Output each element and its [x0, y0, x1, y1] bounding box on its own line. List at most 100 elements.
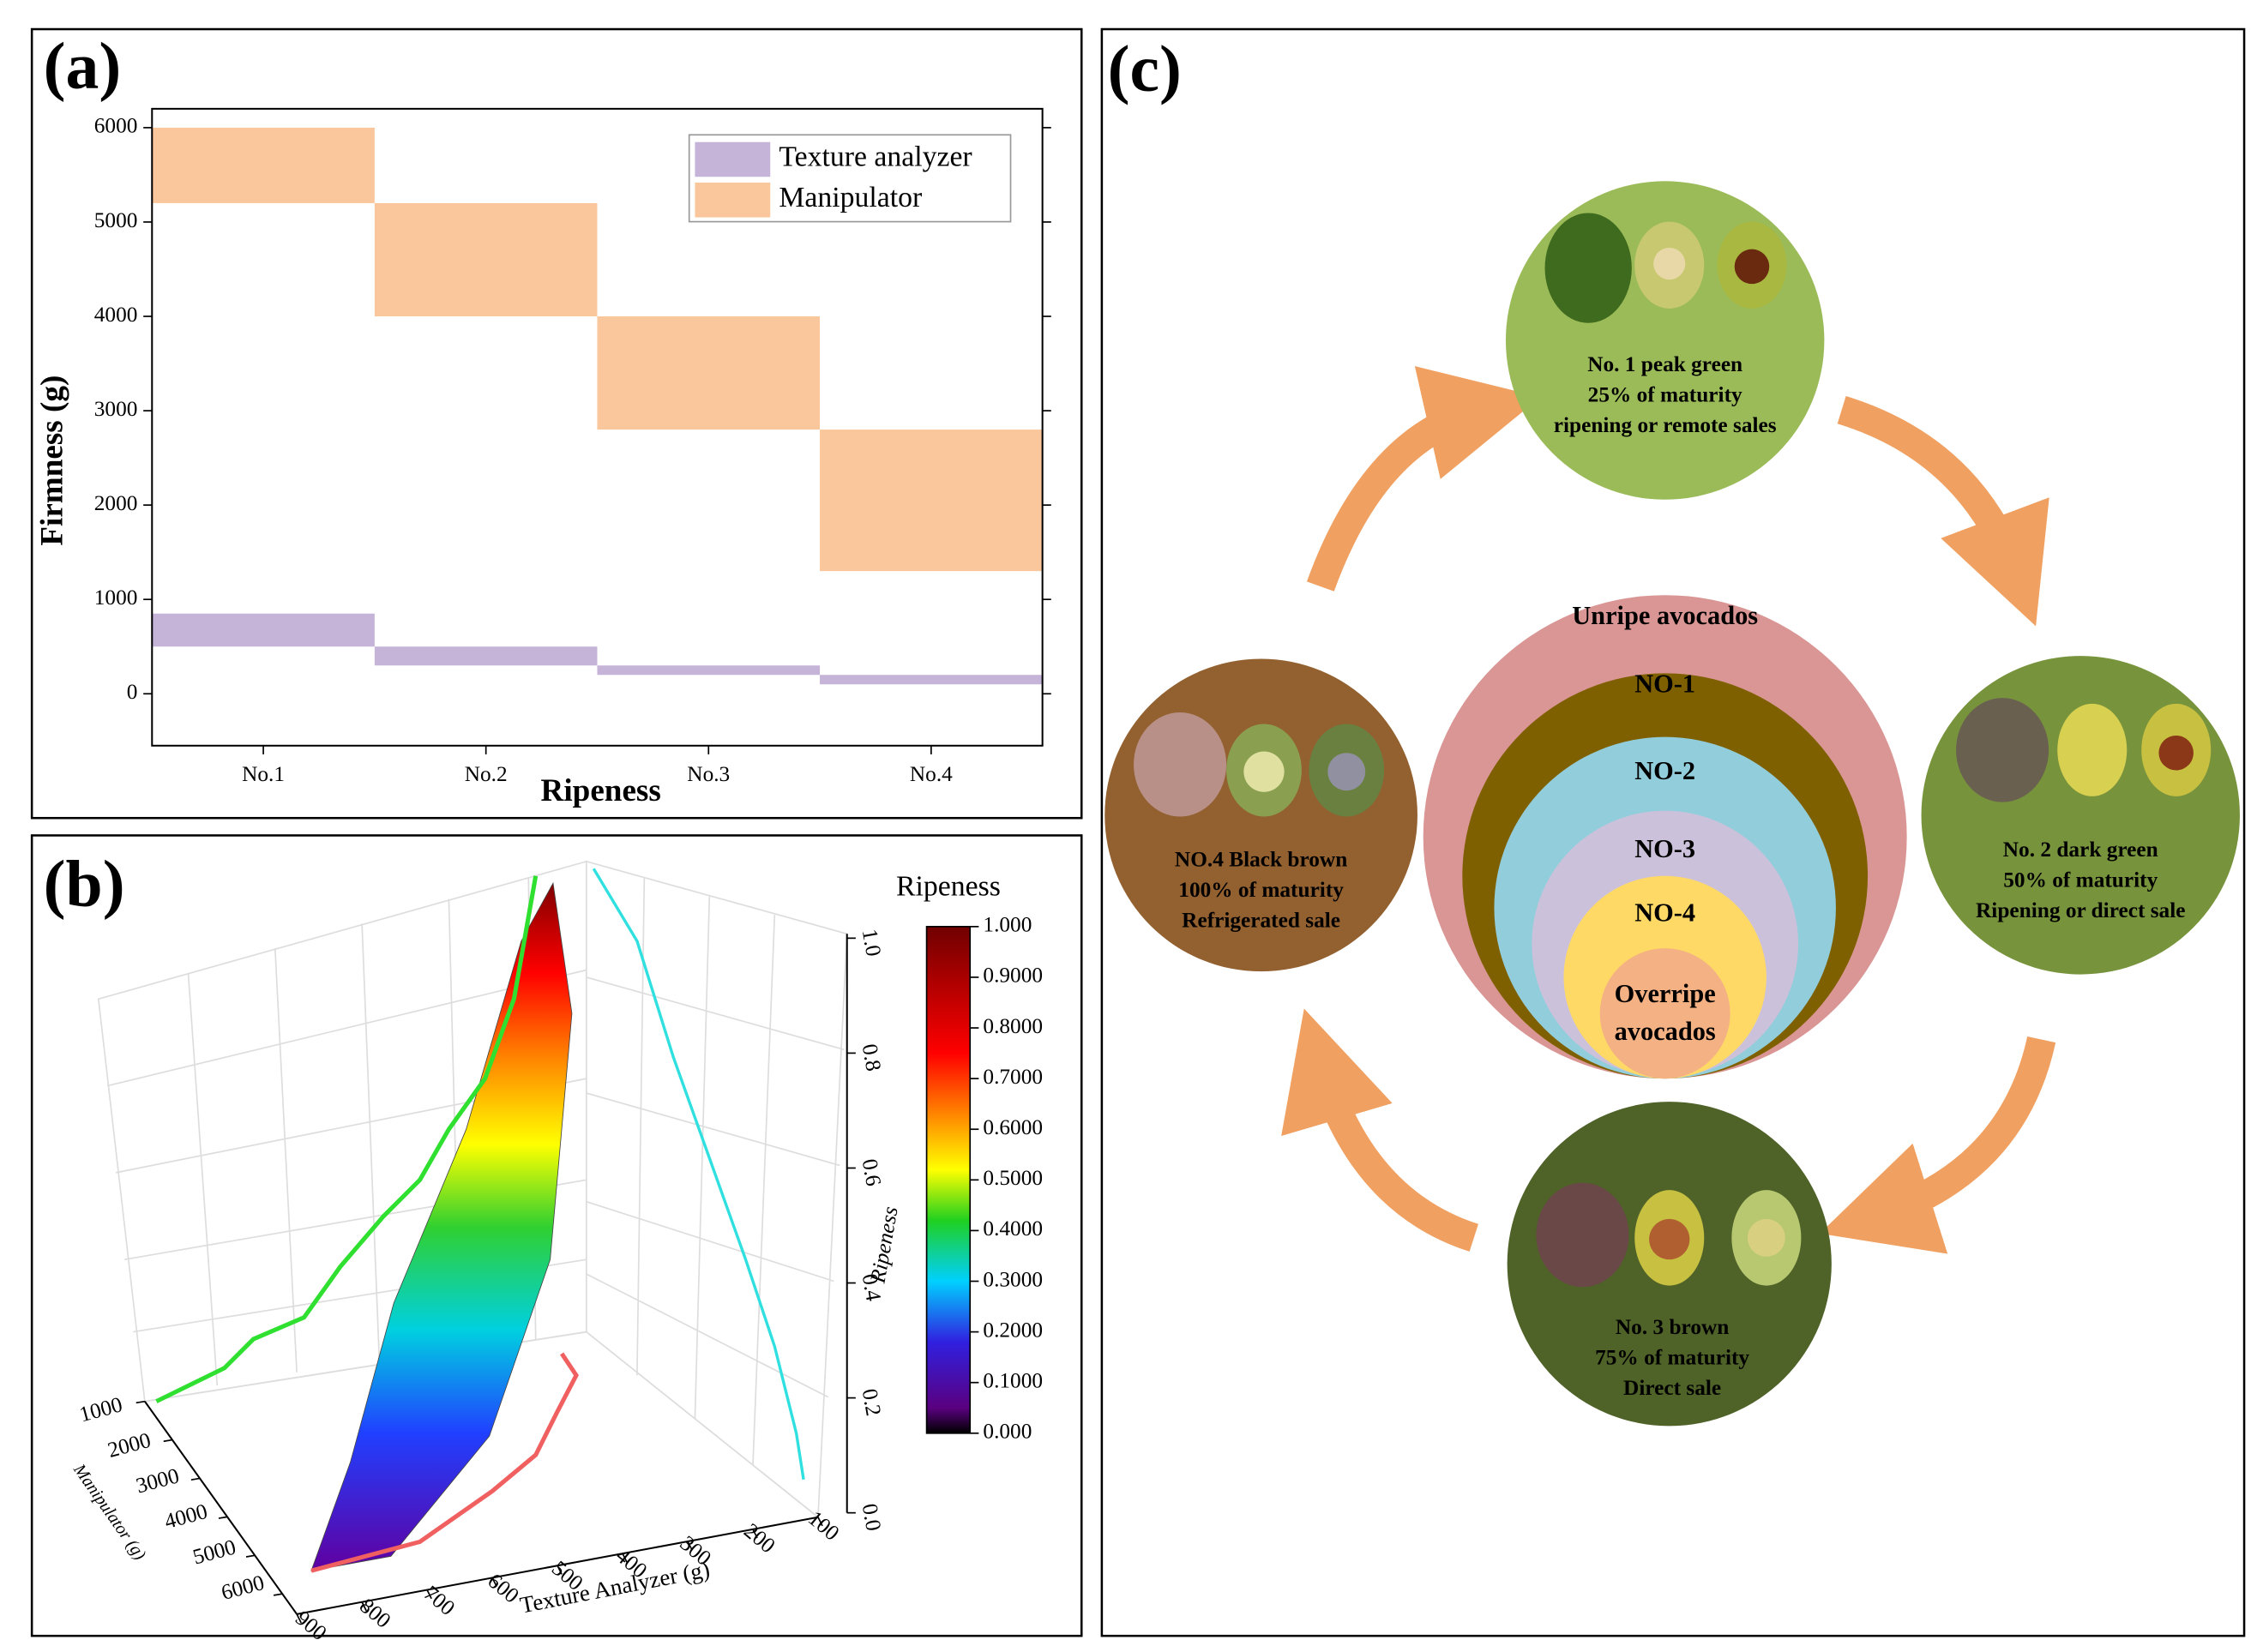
y-tick-label: 0	[127, 680, 138, 704]
stage-text: NO.4 Black brown	[1175, 848, 1347, 872]
y-tick	[218, 1516, 228, 1519]
y-tick-label: 1000	[94, 586, 138, 610]
projection-curve	[155, 875, 539, 1403]
y-tick	[135, 1400, 145, 1404]
z-tick-label: 0.0	[858, 1502, 886, 1533]
y-tick-label: 2000	[94, 491, 138, 515]
panel-frame	[30, 27, 1083, 820]
bar	[820, 675, 1043, 685]
bar	[820, 430, 1043, 572]
avocado-photos	[1134, 213, 2212, 1288]
stage-text: No. 2 dark green	[2003, 838, 2158, 862]
x-tick	[426, 1589, 432, 1600]
stage-text: Direct sale	[1623, 1376, 1721, 1400]
stage-text: 25% of maturity	[1588, 383, 1742, 407]
ring-label: Overripe avocados	[1615, 979, 1716, 1046]
z-tick-label: 0.6	[858, 1157, 886, 1188]
x-tick-label: No.3	[687, 762, 730, 786]
colorbar-tick-label: 0.8000	[983, 1014, 1043, 1038]
colorbar-tick-label: 0.9000	[983, 964, 1043, 988]
x-tick-label: 800	[355, 1594, 395, 1633]
y-tick-label: 4000	[162, 1499, 210, 1534]
panel-frame	[30, 834, 1083, 1637]
legend-swatch	[695, 182, 771, 218]
x-tick-label: No.1	[242, 762, 285, 786]
arrows	[1281, 366, 2056, 1254]
surface	[310, 881, 573, 1571]
stage-text: 100% of maturity	[1178, 878, 1344, 902]
ring-label: Unripe avocados	[1572, 601, 1758, 630]
projection-curve	[310, 1352, 579, 1573]
bar	[374, 646, 598, 666]
x-tick-label: 900	[291, 1606, 331, 1645]
y-axis-title: Firmness (g)	[35, 375, 70, 546]
z-tick-label: 1.0	[858, 928, 886, 958]
x-tick-label: 600	[483, 1569, 523, 1608]
x-tick	[557, 1565, 563, 1575]
legend-label: Texture analyzer	[779, 141, 972, 173]
bar	[374, 202, 598, 317]
colorbar-title: Ripeness	[896, 871, 1001, 903]
ring-label: NO-4	[1634, 898, 1695, 927]
plot-frame	[151, 107, 1044, 747]
colorbar-tick-label: 0.2000	[983, 1318, 1043, 1342]
stage-text: No. 1 peak green	[1587, 352, 1742, 376]
legend-swatch	[695, 141, 771, 177]
stage-text: No. 3 brown	[1616, 1315, 1729, 1339]
colorbar-tick-label: 0.4000	[983, 1216, 1043, 1241]
panel-label: (a)	[44, 29, 122, 103]
colorbar-tick-label: 0.6000	[983, 1115, 1043, 1139]
x-tick	[296, 1613, 302, 1624]
x-axis-title: Ripeness	[541, 773, 661, 808]
x-tick-label: No.2	[465, 762, 508, 786]
x-tick	[817, 1517, 823, 1527]
x-tick-label: No.4	[910, 762, 953, 786]
colorbar-tick-label: 0.000	[983, 1420, 1032, 1444]
bar	[597, 316, 821, 430]
colorbar-tick-label: 1.000	[983, 913, 1032, 937]
z-tick-label: 0.4	[858, 1272, 886, 1303]
y-tick-label: 5000	[94, 208, 138, 232]
colorbar-tick-label: 0.3000	[983, 1267, 1043, 1291]
bar	[152, 127, 375, 203]
y-tick	[163, 1439, 173, 1443]
z-tick-label: 0.2	[858, 1387, 886, 1418]
z-tick-label: 0.8	[858, 1042, 886, 1073]
panel-frame	[1100, 27, 2246, 1637]
colorbar-tick-label: 0.5000	[983, 1166, 1043, 1190]
ring-label: NO-3	[1634, 834, 1695, 863]
colorbar-tick-label: 0.7000	[983, 1065, 1043, 1089]
stage-text: Ripening or direct sale	[1976, 898, 2185, 922]
bar	[597, 665, 821, 676]
x-tick	[622, 1553, 628, 1563]
ring-label: NO-2	[1634, 756, 1695, 785]
y-tick-label: 6000	[219, 1571, 267, 1605]
stage-text: ripening or remote sales	[1554, 413, 1777, 437]
projection-curve	[592, 868, 805, 1481]
y-tick-label: 1000	[77, 1392, 125, 1427]
bar	[152, 613, 375, 647]
stage-text: 50% of maturity	[2003, 868, 2158, 892]
y-tick-label: 3000	[94, 397, 138, 421]
x-tick	[491, 1577, 497, 1587]
legend-label: Manipulator	[779, 182, 922, 213]
y-tick-label: 4000	[94, 303, 138, 327]
panel-label: (b)	[44, 846, 125, 920]
x-tick-label: 100	[803, 1506, 844, 1546]
y-tick	[273, 1593, 283, 1596]
y-tick	[245, 1554, 256, 1558]
stage-text: 75% of maturity	[1595, 1345, 1749, 1369]
z-axis-title: Ripeness	[865, 1204, 902, 1286]
colorbar	[925, 926, 972, 1434]
colorbar-tick-label: 0.1000	[983, 1369, 1043, 1393]
stage-circle	[1921, 656, 2240, 975]
x-tick	[361, 1601, 367, 1612]
y-tick-label: 3000	[134, 1463, 182, 1498]
x-tick-label: 700	[419, 1581, 460, 1620]
x-tick	[687, 1541, 693, 1551]
y-tick	[190, 1477, 201, 1481]
y-tick-label: 5000	[190, 1535, 238, 1569]
x-tick	[752, 1529, 758, 1539]
ring-label: NO-1	[1634, 670, 1695, 699]
